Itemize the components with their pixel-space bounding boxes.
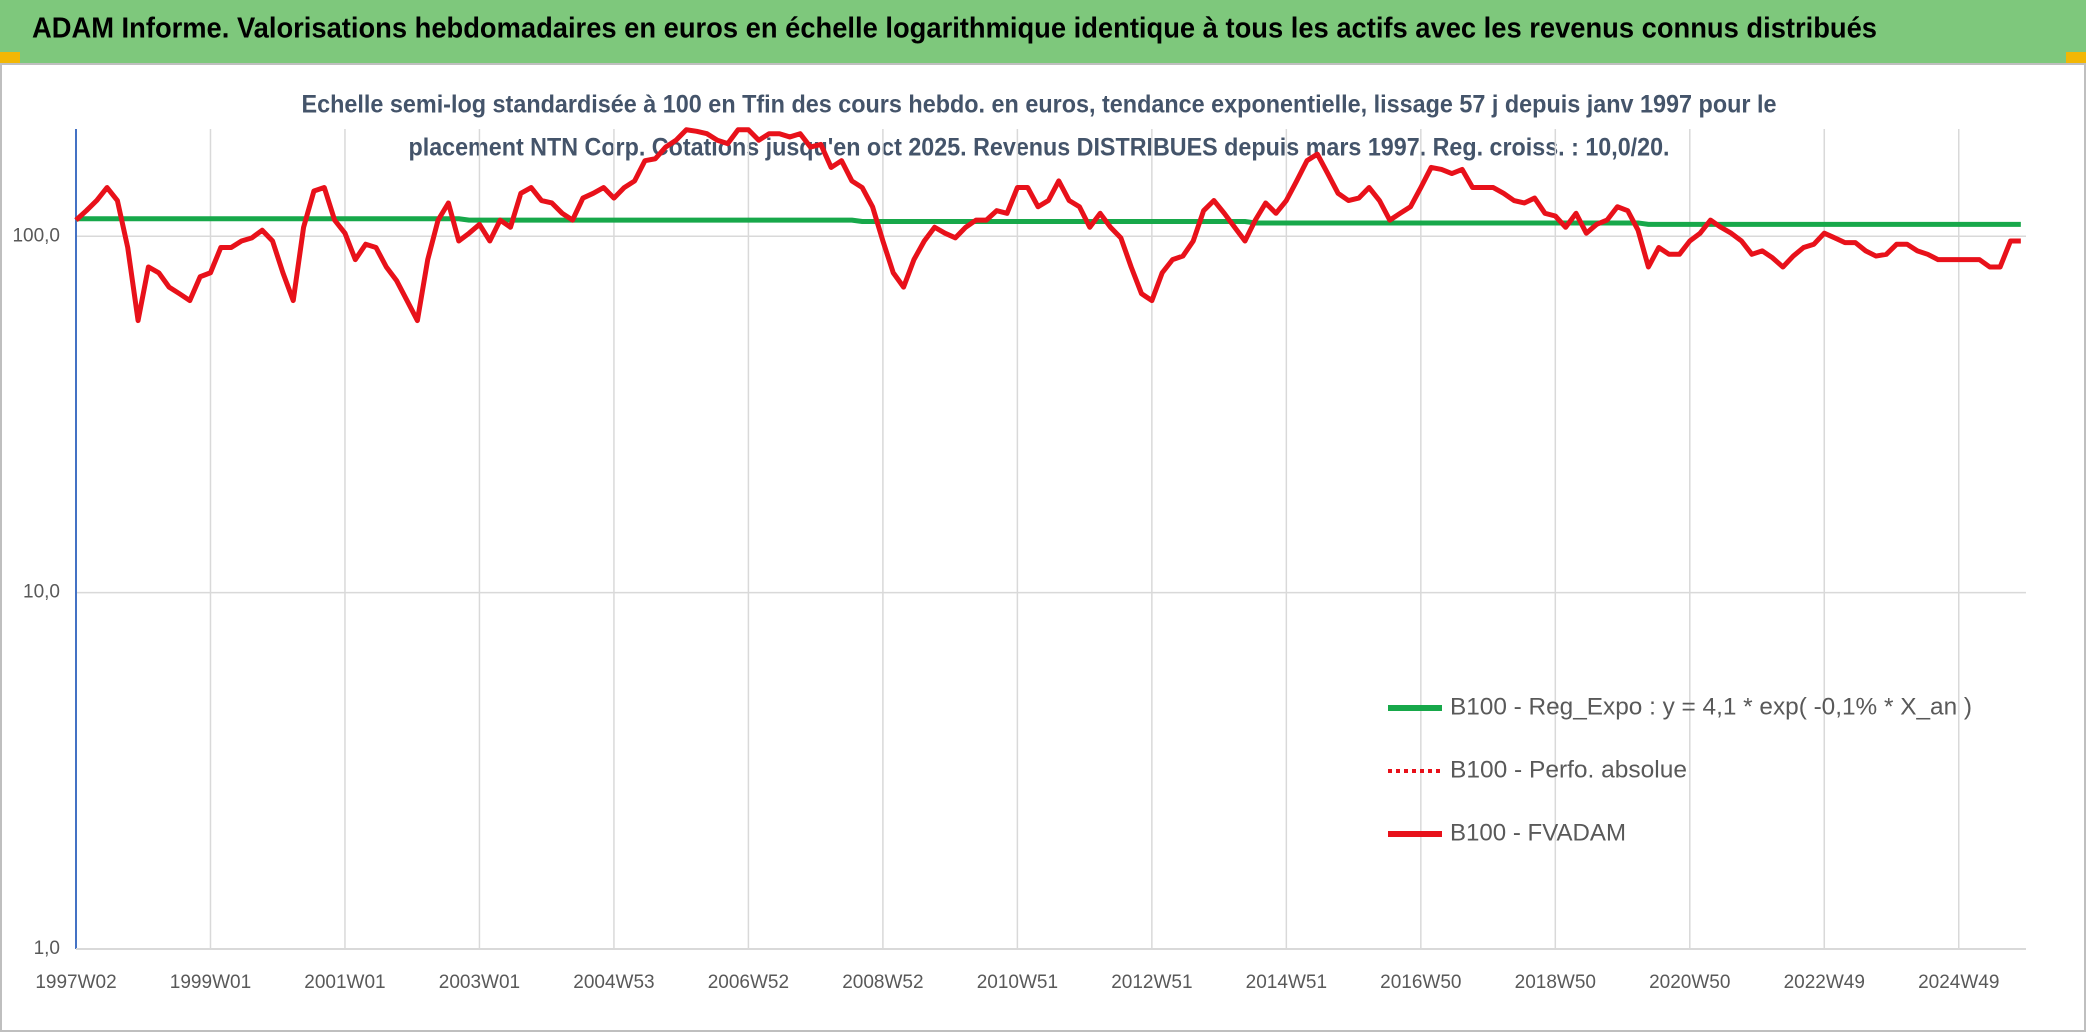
x-tick-label: 2008W52 bbox=[842, 972, 923, 993]
header-bar bbox=[0, 0, 2086, 64]
legend-label: B100 - Perfo. absolue bbox=[1450, 756, 1687, 783]
y-tick-label: 10,0 bbox=[23, 582, 60, 603]
x-tick-label: 2012W51 bbox=[1111, 972, 1192, 993]
x-tick-label: 2014W51 bbox=[1246, 972, 1327, 993]
x-tick-label: 2024W49 bbox=[1918, 972, 1999, 993]
x-tick-label: 2010W51 bbox=[977, 972, 1058, 993]
x-tick-label: 2022W49 bbox=[1784, 972, 1865, 993]
x-tick-label: 2016W50 bbox=[1380, 972, 1461, 993]
x-tick-label: 2020W50 bbox=[1649, 972, 1730, 993]
x-tick-label: 2003W01 bbox=[439, 972, 520, 993]
y-tick-label: 100,0 bbox=[12, 225, 60, 246]
legend-label: B100 - Reg_Expo : y = 4,1 * exp( -0,1% *… bbox=[1450, 693, 1972, 720]
corner-mark bbox=[2066, 52, 2086, 64]
chart-title: ADAM Informe. Valorisations hebdomadaire… bbox=[32, 13, 1877, 45]
x-tick-label: 2004W53 bbox=[573, 972, 654, 993]
corner-mark bbox=[0, 52, 20, 64]
chart-subtitle: Echelle semi-log standardisée à 100 en T… bbox=[302, 91, 1777, 119]
x-tick-label: 1997W02 bbox=[35, 972, 116, 993]
chart-subtitle: placement NTN Corp. Cotations jusqu'en o… bbox=[409, 134, 1670, 162]
x-tick-label: 1999W01 bbox=[170, 972, 251, 993]
series-line bbox=[74, 127, 2021, 324]
x-tick-label: 2001W01 bbox=[304, 972, 385, 993]
x-tick-label: 2006W52 bbox=[708, 972, 789, 993]
y-tick-label: 1,0 bbox=[34, 938, 60, 959]
series-line bbox=[76, 216, 2021, 227]
legend-label: B100 - FVADAM bbox=[1450, 819, 1626, 846]
chart-panel bbox=[0, 63, 2086, 1032]
x-tick-label: 2018W50 bbox=[1515, 972, 1596, 993]
